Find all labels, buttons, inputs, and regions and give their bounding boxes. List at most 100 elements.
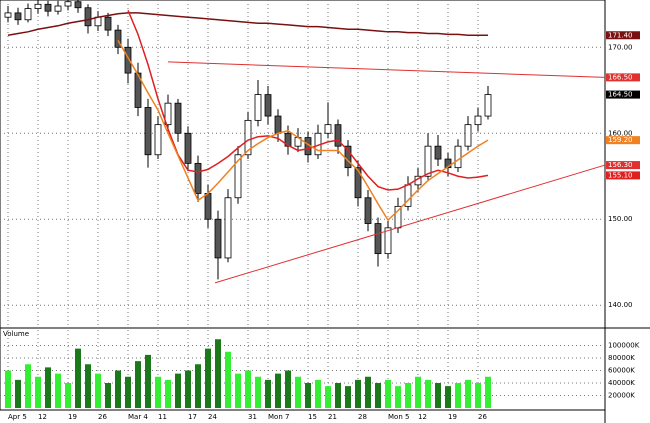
moving-average — [117, 40, 489, 222]
volume-bar — [125, 376, 131, 408]
volume-bar — [5, 370, 11, 408]
volume-bar — [265, 379, 271, 408]
candle-body — [224, 197, 232, 259]
last-value-tag — [606, 171, 640, 180]
candle-body — [374, 223, 382, 255]
volume-bar — [485, 376, 491, 408]
y-tick-label: 170.00 — [608, 43, 633, 51]
candle-body — [154, 124, 162, 156]
candle-body — [84, 7, 92, 27]
candle-body — [364, 197, 372, 224]
volume-bar — [365, 376, 371, 408]
candle-body — [74, 1, 82, 9]
last-value-label: 155.10 — [608, 171, 633, 179]
volume-bar — [245, 370, 251, 408]
volume-bar — [155, 376, 161, 408]
volume-bar — [75, 348, 81, 408]
candle-body — [134, 72, 142, 108]
volume-bar — [345, 386, 351, 408]
candle-body — [474, 115, 482, 126]
y-tick-label: 160.00 — [608, 129, 633, 137]
volume-bar — [445, 386, 451, 408]
volume-bar — [235, 373, 241, 408]
candle-body — [214, 218, 222, 259]
candle-body — [324, 124, 332, 134]
last-value-label: 171.40 — [608, 31, 633, 39]
volume-bar — [285, 370, 291, 408]
volume-bar — [135, 361, 141, 408]
volume-bar — [165, 379, 171, 408]
last-value-tag — [606, 161, 640, 170]
volume-bar — [455, 383, 461, 408]
candle-body — [484, 94, 492, 117]
moving-average — [127, 10, 489, 191]
candle-body — [204, 193, 212, 220]
trend-line — [167, 61, 606, 78]
x-tick-label: 12 — [38, 413, 47, 421]
candle-body — [14, 12, 22, 21]
candle-body — [194, 162, 202, 194]
volume-bar — [475, 383, 481, 408]
volume-tick-label: 100000K — [608, 342, 640, 350]
x-tick-label: 15 — [308, 413, 317, 421]
volume-bar — [185, 370, 191, 408]
candle-body — [4, 12, 12, 18]
volume-tick-label: 80000K — [608, 354, 635, 362]
candle-body — [244, 119, 252, 156]
volume-bar — [215, 339, 221, 408]
volume-bar — [305, 383, 311, 408]
candle-body — [164, 102, 172, 126]
volume-bar — [55, 373, 61, 408]
volume-bar — [85, 364, 91, 408]
volume-bar — [15, 379, 21, 408]
volume-bar — [195, 364, 201, 408]
volume-bar — [205, 348, 211, 408]
candle-body — [184, 132, 192, 164]
volume-bar — [325, 386, 331, 408]
candle-body — [274, 115, 282, 134]
volume-bar — [335, 383, 341, 408]
candle-body — [64, 1, 72, 7]
candle-body — [104, 16, 112, 31]
volume-tick-label: 20000K — [608, 392, 635, 400]
candle-body — [174, 102, 182, 134]
x-tick-label: Apr 5 — [8, 413, 27, 421]
candle-body — [114, 29, 122, 48]
volume-bar — [255, 376, 261, 408]
volume-bar — [45, 367, 51, 408]
volume-title: Volume — [3, 330, 29, 338]
x-tick-label: Mon 5 — [388, 413, 409, 421]
x-tick-label: 11 — [158, 413, 167, 421]
last-value-tag — [606, 90, 640, 99]
candle-body — [424, 145, 432, 177]
volume-tick-label: 40000K — [608, 379, 635, 387]
volume-bar — [295, 376, 301, 408]
candle-body — [284, 132, 292, 147]
volume-bar — [405, 383, 411, 408]
x-tick-label: 21 — [328, 413, 337, 421]
volume-bar — [425, 379, 431, 408]
y-tick-label: 150.00 — [608, 215, 633, 223]
candle-body — [44, 3, 52, 12]
volume-bar — [465, 379, 471, 408]
last-value-label: 166.50 — [608, 73, 633, 81]
volume-bar — [385, 379, 391, 408]
volume-bar — [275, 373, 281, 408]
volume-bar — [95, 373, 101, 408]
candle-body — [34, 3, 42, 9]
x-tick-label: 19 — [448, 413, 457, 421]
last-value-tag — [606, 73, 640, 82]
volume-bar — [375, 383, 381, 408]
volume-bar — [115, 370, 121, 408]
volume-tick-label: 60000K — [608, 367, 635, 375]
x-tick-label: 28 — [358, 413, 367, 421]
candle-body — [264, 94, 272, 117]
x-tick-label: 26 — [98, 413, 107, 421]
volume-bar — [105, 383, 111, 408]
x-tick-label: Mon 7 — [268, 413, 289, 421]
volume-bar — [355, 379, 361, 408]
volume-bar — [65, 383, 71, 408]
volume-bar — [415, 376, 421, 408]
last-value-label: 159.20 — [608, 136, 633, 144]
